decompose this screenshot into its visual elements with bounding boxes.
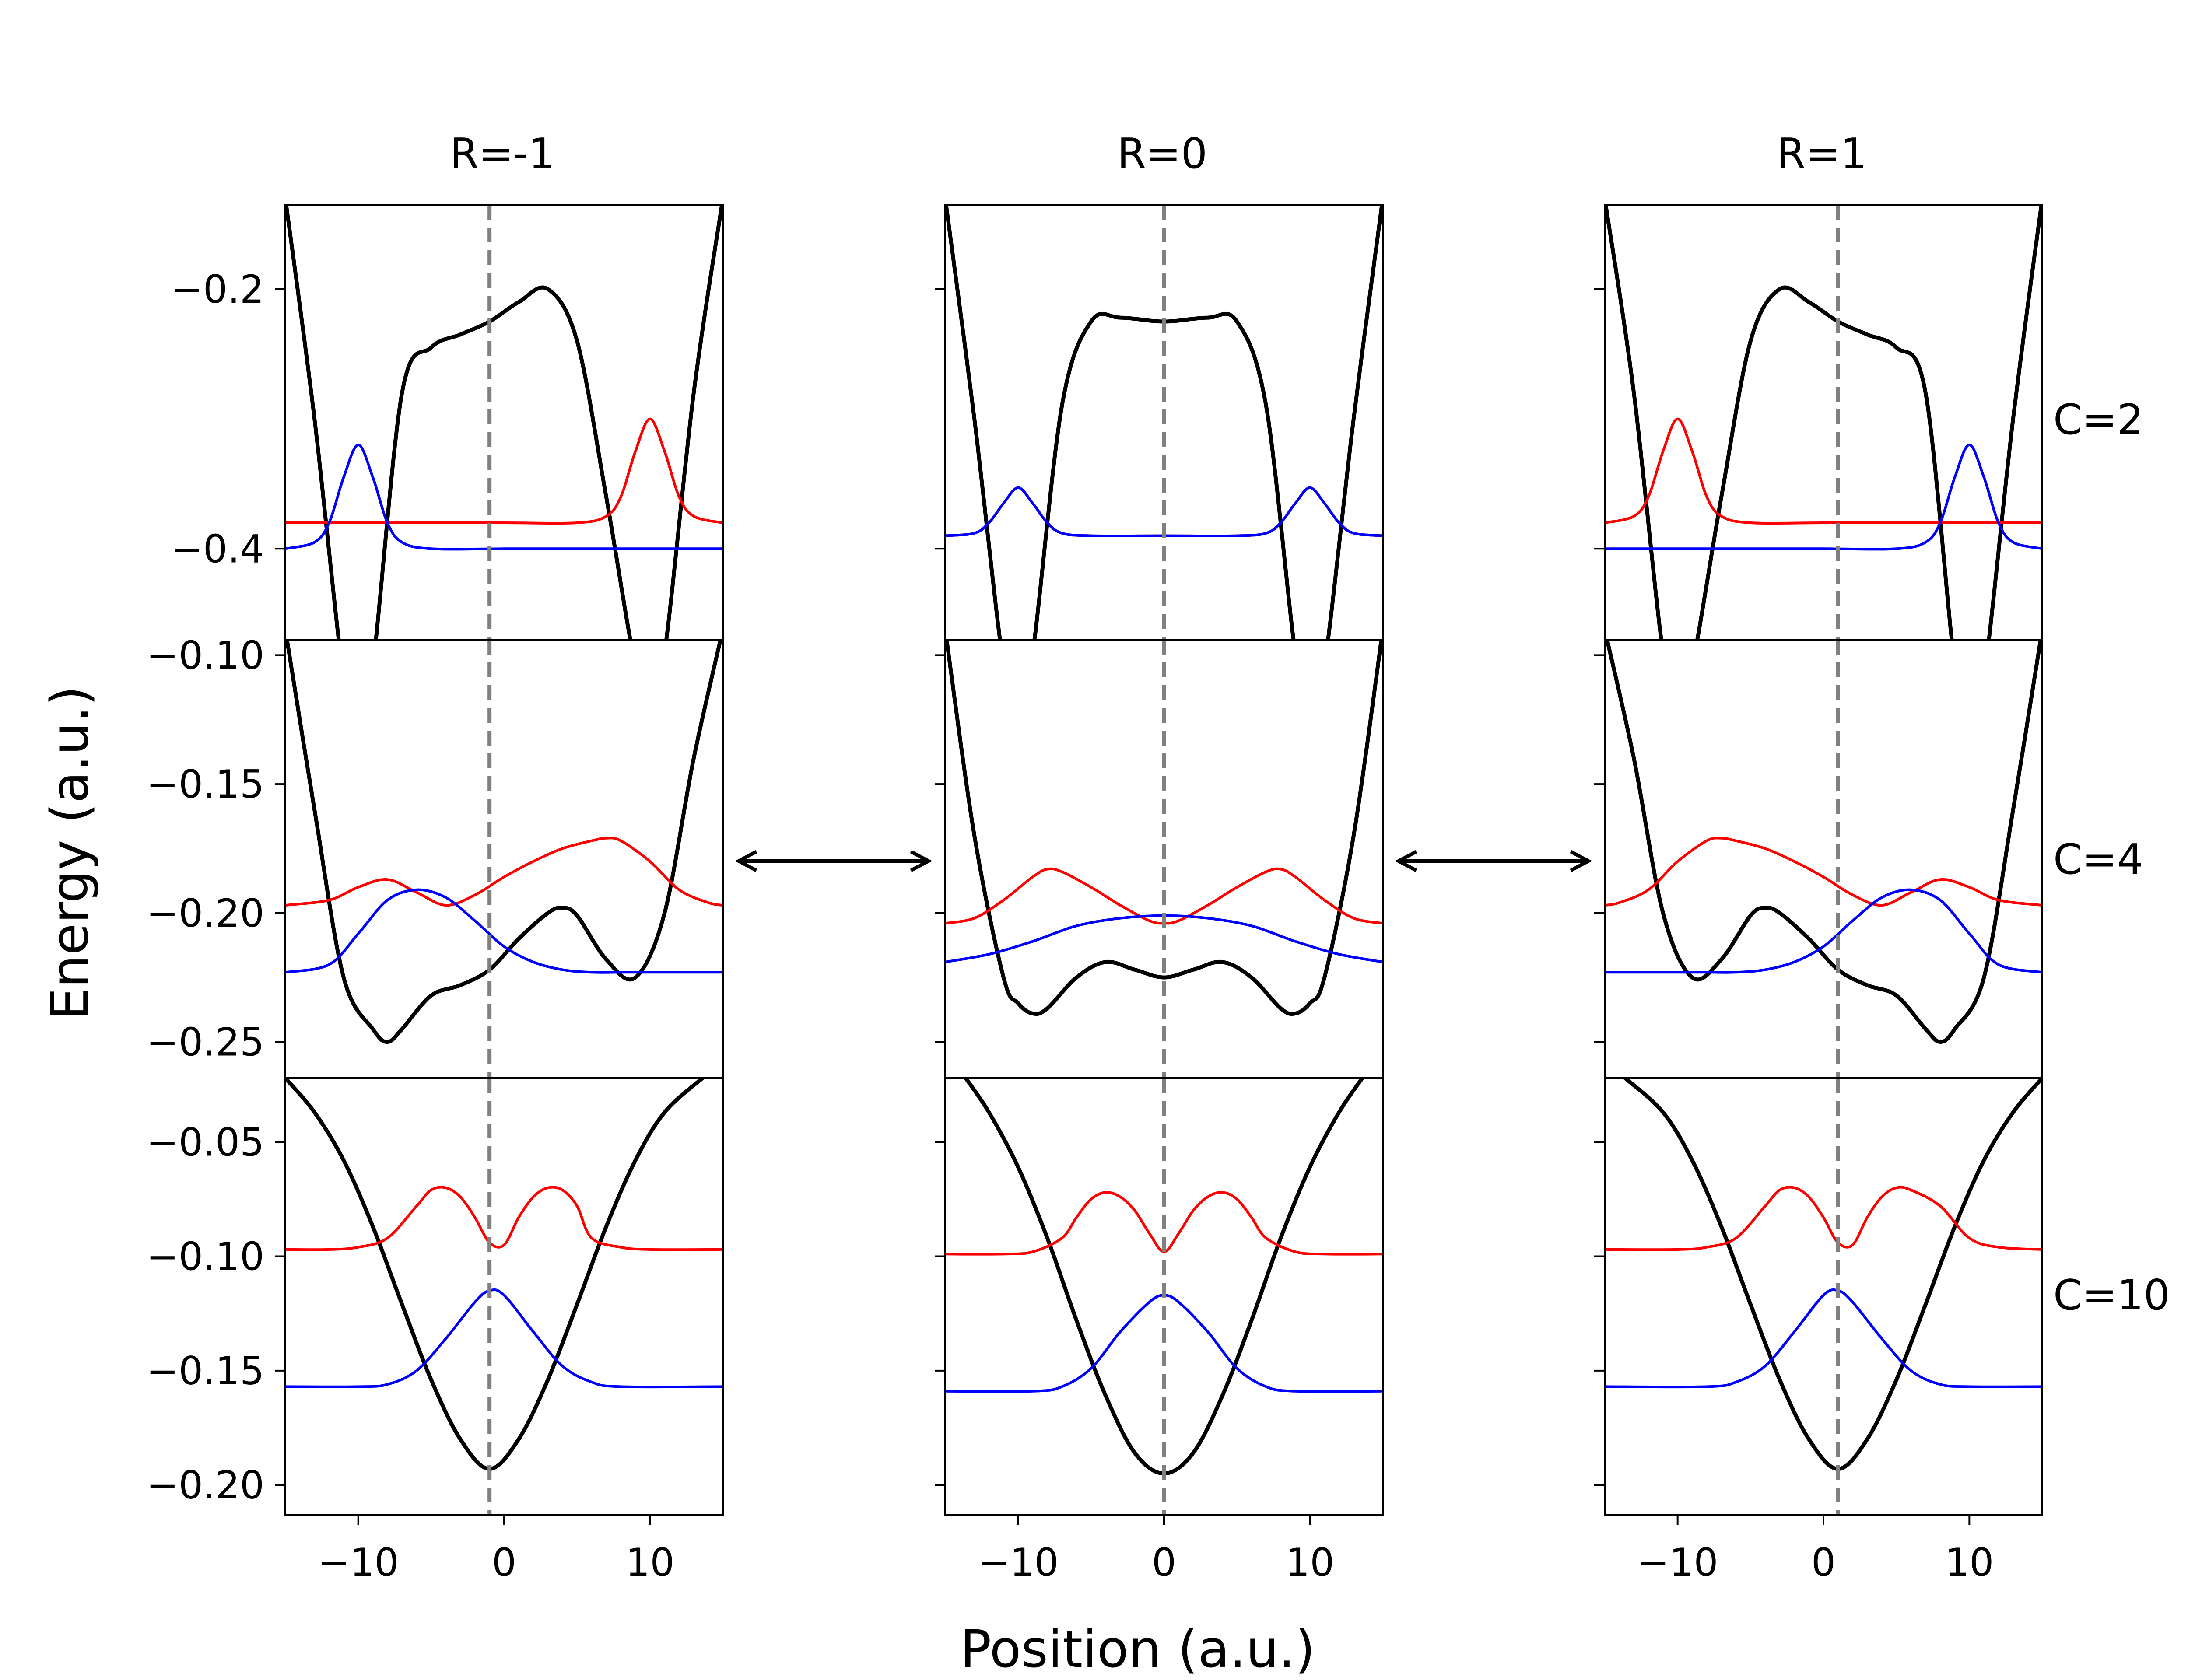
series-ground-state-r-1-c-2 xyxy=(285,443,723,551)
x-tick-label-r-1-1: 0 xyxy=(492,1540,516,1585)
series-ground-state-r-1-c-2 xyxy=(1605,443,2042,551)
series-excited-state-r-1-c-10 xyxy=(285,1186,723,1251)
panel-r-1-c-4-frame xyxy=(1604,639,2043,1079)
x-tick-label-r-1-2: 10 xyxy=(625,1540,674,1585)
series-excited-state-r-1-c-2 xyxy=(285,417,723,525)
y-tick-label-c-4-3: −0.25 xyxy=(146,1019,264,1064)
panel-r-1-c-2-plot-area xyxy=(1605,205,2042,640)
x-tick-label-r-1-2: 10 xyxy=(1945,1540,1994,1585)
series-potential-r-1-c-4 xyxy=(1605,640,2042,1044)
column-title-r-0: R=0 xyxy=(1117,130,1207,178)
row-label-c-4: C=4 xyxy=(2053,836,2143,884)
x-tick-label-r-1-0: −10 xyxy=(318,1540,399,1585)
panel-r-0-c-4-plot-area xyxy=(945,640,1383,1078)
panel-r-1-c-4 xyxy=(1594,639,2043,1079)
series-potential-r-0-c-4 xyxy=(945,640,1383,1016)
series-potential-r-1-c-4 xyxy=(285,640,723,1044)
y-tick-label-c-10-3: −0.20 xyxy=(146,1463,264,1508)
y-tick-label-c-10-2: −0.15 xyxy=(146,1348,264,1393)
panel-r-0-c-2 xyxy=(935,204,1384,640)
series-excited-state-r-1-c-4 xyxy=(285,836,723,907)
y-tick-label-c-4-2: −0.20 xyxy=(146,891,264,936)
panel-r-0-c-10: −10 0 10 xyxy=(935,1077,1384,1585)
x-tick-label-r-0-2: 10 xyxy=(1285,1540,1334,1585)
panel-r-1-c-2 xyxy=(1594,204,2043,640)
series-ground-state-r-1-c-4 xyxy=(1605,888,2042,974)
series-potential-r-1-c-2 xyxy=(285,205,723,640)
series-excited-state-r-1-c-2 xyxy=(1605,417,2042,525)
panel-r-1-c-10-plot-area xyxy=(1605,1078,2042,1515)
panel-r-1-c-10-plot-area xyxy=(285,1078,723,1515)
panel-r-1-c-4-plot-area xyxy=(285,640,723,1078)
panel-r-1-c-4: −0.10 −0.15 −0.20 −0.25 xyxy=(146,633,724,1079)
series-ground-state-r-1-c-10 xyxy=(1605,1288,2042,1389)
panel-r-1-c-4-plot-area xyxy=(1605,640,2042,1078)
series-excited-state-r-1-c-10 xyxy=(1605,1186,2042,1251)
y-tick-label-c-2-1: −0.4 xyxy=(171,526,264,571)
row-label-c-10: C=10 xyxy=(2053,1271,2170,1320)
y-tick-label-c-4-1: −0.15 xyxy=(146,762,264,807)
panel-r-1-c-2-plot-area xyxy=(285,205,723,640)
y-tick-label-c-10-1: −0.10 xyxy=(146,1234,264,1279)
series-ground-state-r-1-c-4 xyxy=(285,888,723,974)
series-potential-r-1-c-2 xyxy=(1605,205,2042,640)
panel-r-1-c-4-frame xyxy=(284,639,724,1079)
panels-layer: −0.2−0.4−0.10−0.15−0.20−0.25−0.05−0.10−0… xyxy=(146,204,2043,1585)
x-axis-title: Position (a.u.) xyxy=(960,1619,1315,1679)
y-tick-label-c-2-0: −0.2 xyxy=(171,267,264,312)
row-label-c-2: C=2 xyxy=(2053,396,2143,444)
x-tick-label-r-1-1: 0 xyxy=(1811,1540,1836,1585)
panel-r-1-c-2-frame xyxy=(284,204,724,640)
panel-r-1-c-2: −0.2 −0.4 xyxy=(171,204,724,640)
series-excited-state-r-1-c-4 xyxy=(1605,836,2042,907)
series-potential-r-1-c-10 xyxy=(285,1078,705,1471)
y-tick-label-c-4-0: −0.10 xyxy=(146,633,264,678)
panel-r-1-c-10: −0.05 −0.10 −0.15 −0.20 −10 0 10 xyxy=(146,1077,724,1585)
column-title-r-1: R=1 xyxy=(1777,130,1867,178)
x-tick-label-r-1-0: −10 xyxy=(1637,1540,1718,1585)
column-title-r-minus-1: R=-1 xyxy=(450,130,555,178)
series-ground-state-r-1-c-10 xyxy=(285,1288,723,1389)
panel-r-0-c-10-plot-area xyxy=(945,1078,1383,1515)
y-axis-title: Energy (a.u.) xyxy=(39,686,100,1021)
panel-r-1-c-10: −10 0 10 xyxy=(1594,1077,2043,1585)
series-potential-r-1-c-10 xyxy=(1623,1078,2042,1471)
panel-r-1-c-2-frame xyxy=(1604,204,2043,640)
y-tick-label-c-10-0: −0.05 xyxy=(146,1120,264,1165)
x-tick-label-r-0-0: −10 xyxy=(978,1540,1059,1585)
panel-r-0-c-2-plot-area xyxy=(945,205,1383,640)
panel-r-0-c-4 xyxy=(935,639,1384,1079)
x-tick-label-r-0-1: 0 xyxy=(1152,1540,1176,1585)
